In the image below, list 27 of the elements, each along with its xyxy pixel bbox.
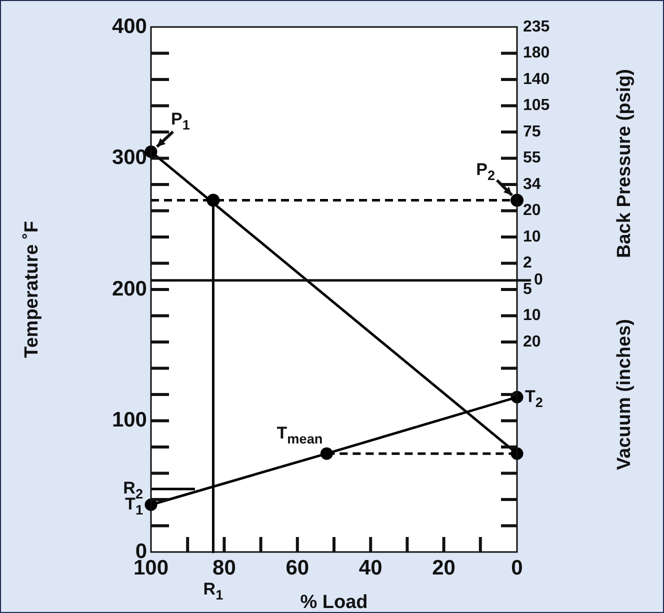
category-label: 140 [523,70,550,88]
x-tick-label: 0 [511,556,523,580]
y-tick-label: 200 [112,277,147,300]
x-tick-label: 20 [432,556,456,580]
y-tick-label: 100 [112,408,147,432]
category-label: 20 [523,333,541,350]
text: Vacuum (inches) [614,318,636,470]
x-tick-label: 40 [358,556,382,580]
category-label: 20 [523,202,541,220]
annotation: 0 [534,272,543,289]
category-label: 10 [523,228,541,246]
category-label: 10 [523,307,541,324]
category-label: 34 [523,176,541,193]
y2-axis-title: Back Pressure (psig) [614,68,636,258]
category-label: 5 [523,280,532,298]
category-label: 180 [523,44,550,62]
category-label: 235 [523,18,550,36]
y-tick-label: 400 [112,14,147,38]
x-tick-label: 60 [286,556,310,580]
y-tick-label: 300 [112,146,147,170]
category-label: 75 [523,123,541,140]
category-label: 2 [523,254,532,272]
x-tick-label: 80 [212,556,236,580]
x-axis-title: % Load [300,592,368,613]
category-label: 55 [523,150,541,167]
y-axis-title: Temperature ˚F [22,221,43,358]
category-label: 105 [523,97,550,114]
